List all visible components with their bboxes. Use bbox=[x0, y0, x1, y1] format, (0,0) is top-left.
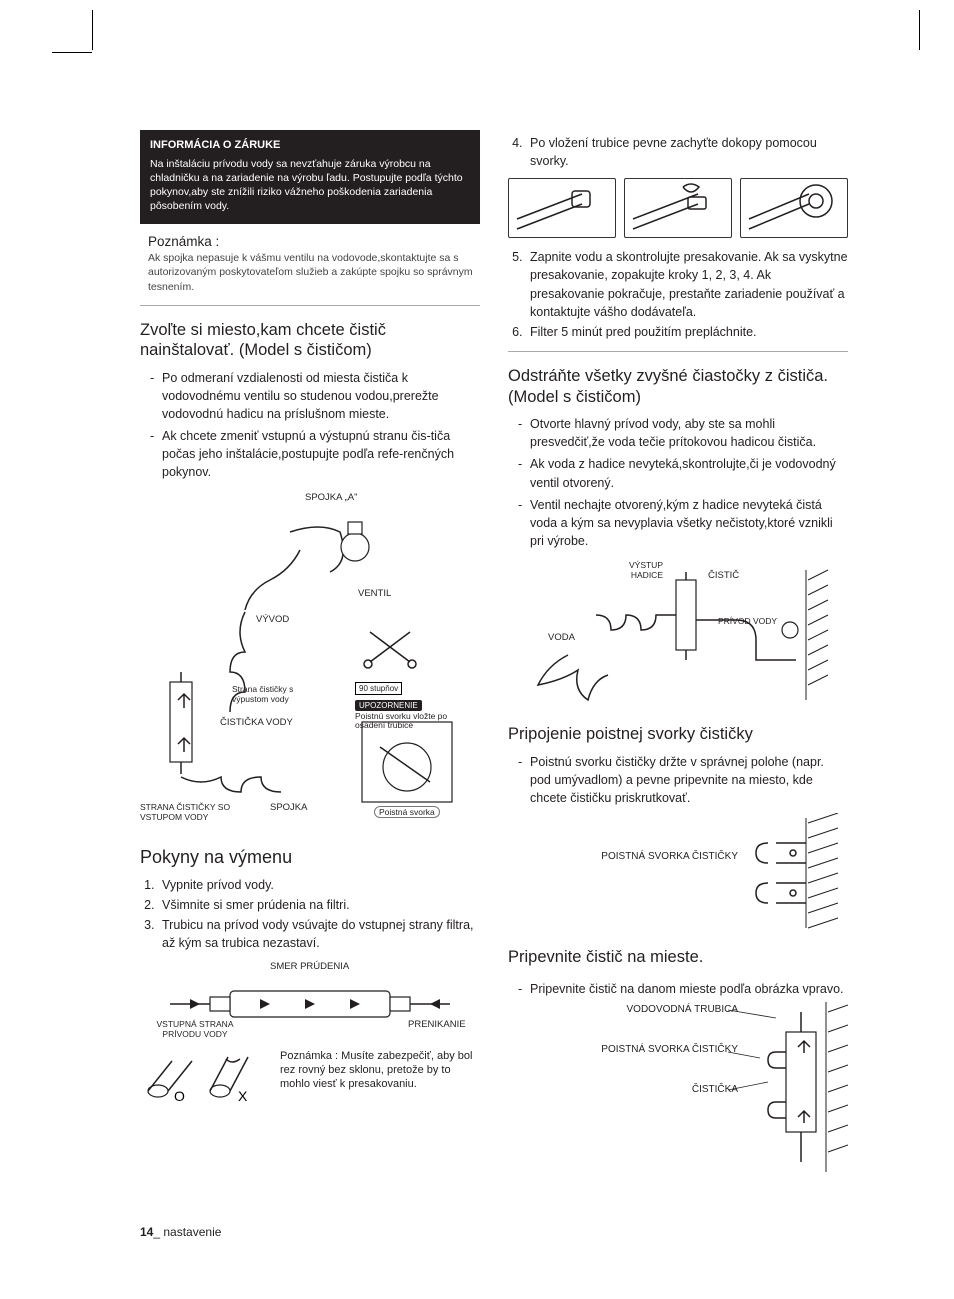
two-column-layout: INFORMÁCIA O ZÁRUKE Na inštaláciu prívod… bbox=[140, 130, 879, 1172]
section-exchange-title: Pokyny na výmenu bbox=[140, 846, 480, 869]
list-item: Vypnite prívod vody. bbox=[158, 876, 480, 894]
right-column: Po vložení trubice pevne zachyťte dokopy… bbox=[508, 130, 848, 1172]
fig-label-90deg: 90 stupňov bbox=[355, 682, 402, 695]
list-item: Pripevnite čistič na danom mieste podľa … bbox=[518, 980, 848, 998]
page-footer: 14_ nastavenie bbox=[140, 1225, 221, 1239]
right-steps-4: Po vložení trubice pevne zachyťte dokopy… bbox=[508, 134, 848, 170]
section-clip-list: Poistnú svorku čističky držte v správnej… bbox=[508, 753, 848, 807]
figure-clip-row bbox=[508, 178, 848, 238]
left-column: INFORMÁCIA O ZÁRUKE Na inštaláciu prívod… bbox=[140, 130, 480, 1172]
fig-caution-text: Poistnú svorku vložte po osadení trubice bbox=[355, 712, 455, 731]
clip-thumb bbox=[508, 178, 616, 238]
fig-label-strana-vstup: STRANA ČISTIČKY SO VSTUPOM VODY bbox=[140, 802, 250, 822]
mount-row: Pripevnite čistič na danom mieste podľa … bbox=[508, 976, 848, 1002]
list-item: Všimnite si smer prúdenia na filtri. bbox=[158, 896, 480, 914]
section-clip-title: Pripojenie poistnej svorky čističky bbox=[508, 724, 848, 745]
section-exchange-list: Vypnite prívod vody. Všimnite si smer pr… bbox=[140, 876, 480, 953]
crop-mark bbox=[52, 52, 92, 53]
list-item: Po vložení trubice pevne zachyťte dokopy… bbox=[526, 134, 848, 170]
ox-note: Poznámka : Musíte zabezpečiť, aby bol re… bbox=[280, 1049, 480, 1092]
fig-outlet-cistic: ČISTIČ bbox=[708, 570, 739, 581]
divider bbox=[140, 305, 480, 306]
ox-x-label: X bbox=[238, 1088, 248, 1104]
warranty-box: INFORMÁCIA O ZÁRUKE Na inštaláciu prívod… bbox=[140, 130, 480, 224]
section-choose-title: Zvoľte si miesto,kam chcete čistič nainš… bbox=[140, 320, 480, 361]
ox-o-label: O bbox=[174, 1088, 185, 1104]
figure-clip: POISTNÁ SVORKA ČISTIČKY bbox=[688, 813, 848, 933]
crop-mark bbox=[92, 10, 93, 50]
fig-label-ventil: VENTIL bbox=[358, 588, 391, 599]
list-item: Ak chcete zmeniť vstupnú a výstupnú stra… bbox=[150, 427, 480, 481]
divider bbox=[508, 351, 848, 352]
fig-caution-pill: UPOZORNENIE bbox=[355, 700, 422, 711]
section-mount-title: Pripevnite čistič na mieste. bbox=[508, 947, 848, 968]
manual-page: INFORMÁCIA O ZÁRUKE Na inštaláciu prívod… bbox=[0, 0, 954, 1299]
warranty-title: INFORMÁCIA O ZÁRUKE bbox=[150, 138, 470, 153]
list-item: Po odmeraní vzdialenosti od miesta čisti… bbox=[150, 369, 480, 423]
list-item: Poistnú svorku čističky držte v správnej… bbox=[518, 753, 848, 807]
page-number: 14 bbox=[140, 1225, 153, 1239]
fig-mount-cisticka: ČISTIČKA bbox=[598, 1084, 738, 1095]
fig-mount-trubica: VODOVODNÁ TRUBICA bbox=[598, 1004, 738, 1015]
figure-assembly: SPOJKA „A" VENTIL VÝVOD Strana čističky … bbox=[140, 492, 460, 832]
list-item: Ventil nechajte otvorený,kým z hadice ne… bbox=[518, 496, 848, 550]
fig-mount-svorka: POISTNÁ SVORKA ČISTIČKY bbox=[598, 1044, 738, 1055]
warranty-body: Na inštaláciu prívodu vody sa nevzťahuje… bbox=[150, 157, 470, 214]
crop-mark bbox=[919, 10, 920, 50]
fig-outlet-vystup: VÝSTUP HADICE bbox=[603, 560, 663, 580]
fig-clip-label: POISTNÁ SVORKA ČISTIČKY bbox=[588, 851, 738, 862]
ox-note-label: Poznámka : bbox=[280, 1050, 338, 1062]
fig-label-strana-vypust: Strana čističky s výpustom vody bbox=[232, 684, 322, 704]
list-item: Zapnite vodu a skontrolujte presakovanie… bbox=[526, 248, 848, 321]
fig-label-poistna: Poistná svorka bbox=[374, 806, 440, 818]
fig-flow-prenik: PRENIKANIE bbox=[408, 1019, 466, 1030]
note-text: Ak spojka nepasuje k vášmu ventilu na vo… bbox=[148, 251, 480, 295]
fig-label-cisticka: ČISTIČKA VODY bbox=[220, 717, 293, 728]
section-remove-title: Odstráňte všetky zvyšné čiastočky z čist… bbox=[508, 366, 848, 407]
list-item: Otvorte hlavný prívod vody, aby ste sa m… bbox=[518, 415, 848, 451]
fig-label-spojka: SPOJKA bbox=[270, 802, 308, 813]
section-mount-list: Pripevnite čistič na danom mieste podľa … bbox=[508, 980, 848, 1002]
note-label: Poznámka : bbox=[148, 234, 480, 249]
right-steps-56: Zapnite vodu a skontrolujte presakovanie… bbox=[508, 248, 848, 341]
clip-thumb bbox=[624, 178, 732, 238]
figure-mount-wrap: VODOVODNÁ TRUBICA POISTNÁ SVORKA ČISTIČK… bbox=[508, 1002, 848, 1172]
fig-outlet-privod: PRÍVOD VODY bbox=[718, 616, 777, 626]
page-section: _ nastavenie bbox=[153, 1225, 221, 1239]
fig-label-spojka-a: SPOJKA „A" bbox=[305, 492, 357, 503]
section-choose-list: Po odmeraní vzdialenosti od miesta čisti… bbox=[140, 369, 480, 482]
clip-thumb bbox=[740, 178, 848, 238]
fig-label-vyvod: VÝVOD bbox=[256, 614, 289, 625]
list-item: Trubicu na prívod vody vsúvajte do vstup… bbox=[158, 916, 480, 952]
fig-outlet-voda: VODA bbox=[548, 632, 575, 643]
section-remove-list: Otvorte hlavný prívod vody, aby ste sa m… bbox=[508, 415, 848, 550]
figure-ox: O X Poznámka : Musíte zabezpečiť, aby bo… bbox=[140, 1049, 480, 1109]
figure-flow: SMER PRÚDENIA VSTUPNÁ STRANA PRÍVODU VOD… bbox=[140, 961, 480, 1041]
list-item: Filter 5 minút pred použitím prepláchnit… bbox=[526, 323, 848, 341]
fig-flow-vstup: VSTUPNÁ STRANA PRÍVODU VODY bbox=[140, 1019, 250, 1039]
fig-flow-smer: SMER PRÚDENIA bbox=[270, 961, 349, 972]
ox-tubes: O X bbox=[140, 1049, 270, 1109]
list-item: Ak voda z hadice nevyteká,skontrolujte,č… bbox=[518, 455, 848, 491]
figure-outlet: VÝSTUP HADICE ČISTIČ VODA PRÍVOD VODY bbox=[508, 560, 838, 710]
